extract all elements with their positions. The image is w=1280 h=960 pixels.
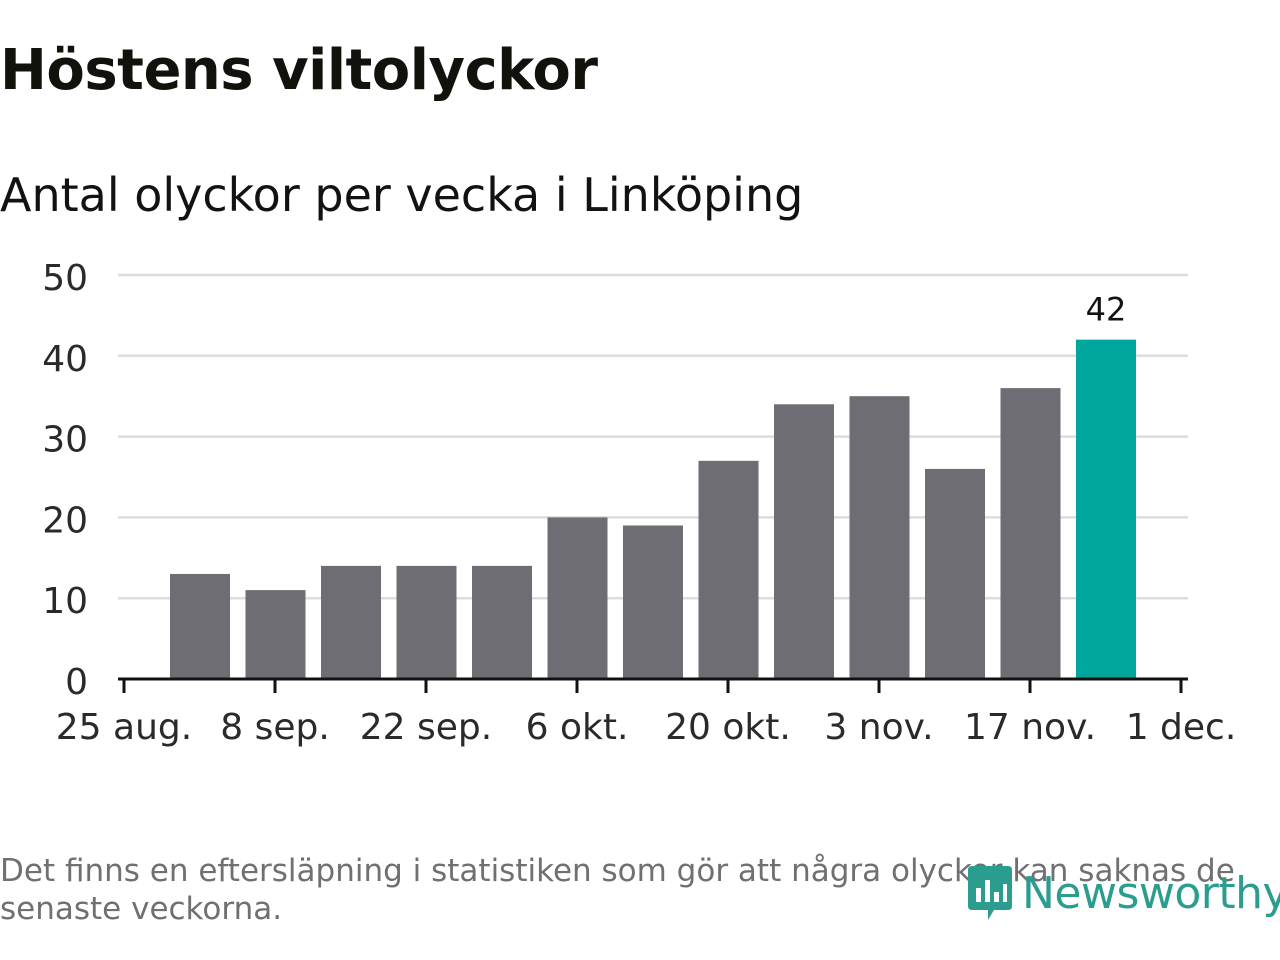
y-tick-label: 20	[42, 500, 88, 541]
bar	[774, 404, 834, 679]
x-tick-label: 8 sep.	[220, 707, 330, 748]
newsworthy-logo: Newsworthy	[964, 862, 1280, 924]
x-tick-label: 3 nov.	[824, 707, 933, 748]
bar	[170, 573, 230, 679]
y-axis-ticks: 0 10 20 30 40 50	[42, 258, 88, 703]
bar-highlight	[1076, 339, 1136, 679]
newsworthy-logo-icon	[968, 866, 1012, 920]
y-tick-label: 50	[42, 258, 88, 299]
bar	[321, 565, 381, 679]
bar-chart: 0 10 20 30 40 50 42 25 aug. 8 sep. 22 sep. 6 okt…	[42, 258, 1237, 748]
y-tick-label: 40	[42, 339, 88, 380]
chart-title: Höstens viltolyckor	[0, 38, 598, 103]
brand-name: Newsworthy	[1022, 867, 1280, 919]
y-tick-label: 0	[65, 662, 88, 703]
data-labels: 42	[1086, 291, 1127, 329]
x-tick-label: 1 dec.	[1126, 707, 1237, 748]
data-label: 42	[1086, 291, 1127, 329]
footnote: Det finns en eftersläpning i statistiken…	[0, 853, 1235, 927]
bar	[472, 565, 532, 679]
x-tick-label: 17 nov.	[964, 707, 1096, 748]
y-tick-label: 10	[42, 581, 88, 622]
bar	[849, 396, 910, 679]
x-tick-label: 20 okt.	[665, 707, 791, 748]
bar	[925, 468, 985, 679]
y-tick-label: 30	[42, 420, 88, 461]
bar	[245, 590, 306, 679]
chart-subtitle: Antal olyckor per vecka i Linköping	[0, 168, 804, 222]
bar	[698, 460, 759, 679]
bars	[170, 339, 1136, 679]
x-axis: 25 aug. 8 sep. 22 sep. 6 okt. 20 okt. 3 nov. 1…	[56, 677, 1237, 748]
bar	[396, 565, 457, 679]
x-tick-label: 6 okt.	[526, 707, 629, 748]
x-tick-label: 25 aug.	[56, 707, 192, 748]
x-tick-label: 22 sep.	[360, 707, 492, 748]
bar	[623, 525, 683, 679]
bar	[1000, 388, 1061, 679]
bar	[547, 517, 608, 679]
